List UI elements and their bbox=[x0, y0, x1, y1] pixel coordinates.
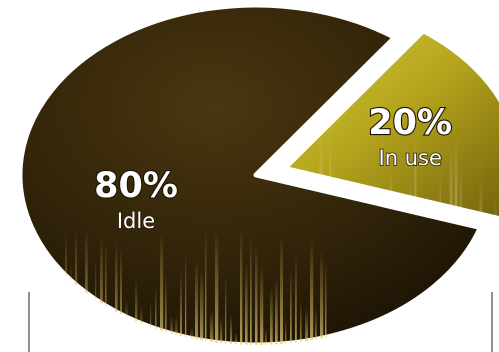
pie-slice-idle bbox=[17, 2, 483, 348]
pie-slices bbox=[17, 2, 499, 348]
slice-value-label-in-use: 20% bbox=[368, 103, 452, 143]
pie-labels: 20% In use 80% Idle bbox=[93, 102, 453, 234]
slice-texture-idle bbox=[60, 229, 327, 346]
slice-category-label-idle: Idle bbox=[117, 209, 155, 233]
pie-slice-in-use bbox=[282, 28, 499, 222]
slice-value-label-idle: 80% bbox=[94, 166, 178, 206]
slice-category-label-in-use: In use bbox=[379, 146, 442, 170]
